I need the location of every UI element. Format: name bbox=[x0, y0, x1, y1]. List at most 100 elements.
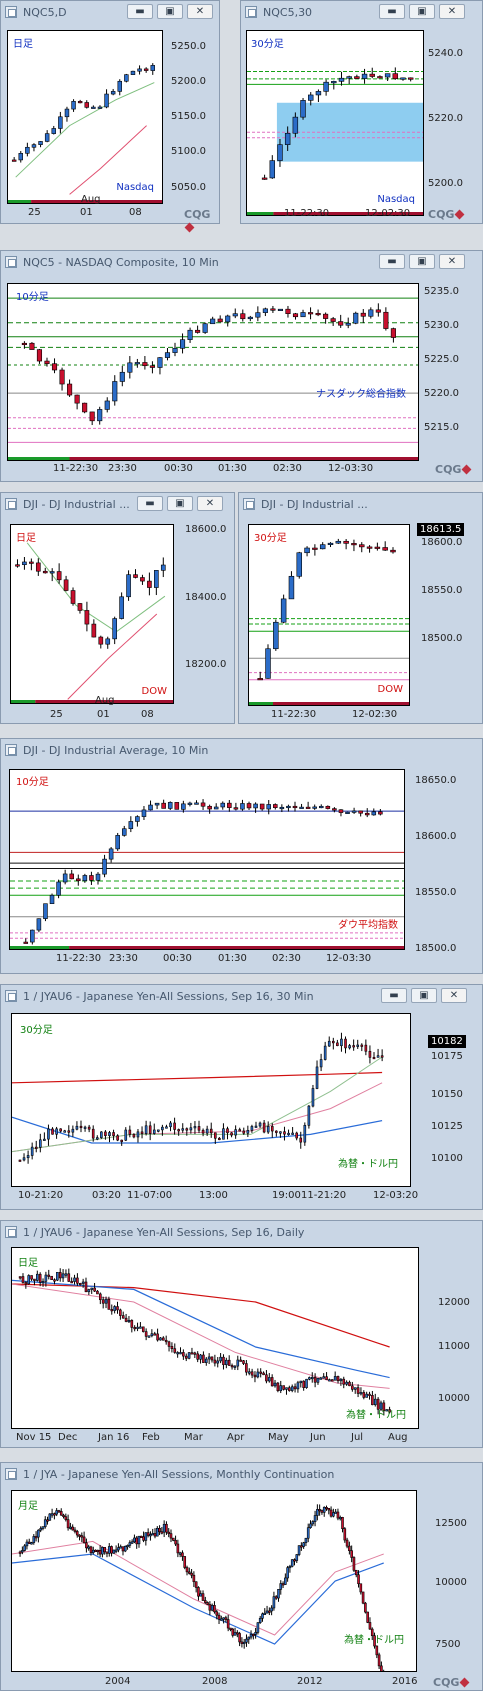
minimize-button[interactable]: ▬ bbox=[127, 4, 153, 19]
chart-window-jpy-daily[interactable]: 1 / JYAU6 - Japanese Yen-All Sessions, S… bbox=[0, 1220, 483, 1448]
chart-plot-area[interactable]: 日足 為替・ドル円 bbox=[11, 1247, 419, 1429]
candle-body bbox=[43, 1519, 47, 1528]
candle-body bbox=[176, 1352, 179, 1355]
title-bar[interactable]: 1 / JYA - Japanese Yen-All Sessions, Mon… bbox=[1, 1463, 482, 1485]
candle-body bbox=[76, 878, 81, 882]
instrument-label: DOW bbox=[377, 684, 403, 695]
maximize-button[interactable]: ▣ bbox=[409, 254, 435, 269]
candle-body bbox=[142, 1536, 145, 1541]
candle-body bbox=[64, 1516, 68, 1520]
candle-body bbox=[280, 598, 287, 623]
candle-body bbox=[253, 803, 258, 809]
maximize-button[interactable]: ▣ bbox=[409, 4, 435, 19]
candle-body bbox=[93, 1287, 96, 1292]
candle-body bbox=[323, 313, 329, 319]
title-bar[interactable]: DJI - DJ Industrial ... bbox=[239, 493, 482, 515]
close-button[interactable]: ✕ bbox=[439, 4, 465, 19]
candle-body bbox=[299, 1380, 303, 1384]
candle-body bbox=[33, 1278, 36, 1281]
title-bar[interactable]: NQC5,D ▬ ▣ ✕ bbox=[1, 1, 219, 23]
minimize-button[interactable]: ▬ bbox=[379, 254, 405, 269]
chart-plot-area[interactable]: 30分足 DOW bbox=[248, 524, 410, 706]
candle-body bbox=[230, 1132, 233, 1136]
candle-body bbox=[82, 402, 88, 413]
candle-body bbox=[74, 394, 80, 404]
chart-svg bbox=[8, 63, 162, 203]
candle-body bbox=[213, 1132, 217, 1139]
candle-body bbox=[112, 1132, 115, 1136]
close-button[interactable]: ✕ bbox=[187, 4, 213, 19]
candle-body bbox=[262, 1122, 266, 1133]
candle-body bbox=[206, 1602, 209, 1605]
candle-body bbox=[315, 1066, 319, 1089]
candle-body bbox=[167, 1531, 171, 1534]
chart-window-dji-30min[interactable]: DJI - DJ Industrial ... 30分足 DOW 18613.5… bbox=[238, 492, 483, 724]
candle-body bbox=[22, 1157, 26, 1161]
candle-body bbox=[164, 1339, 168, 1343]
candle-body bbox=[38, 1273, 42, 1283]
candle-body bbox=[135, 816, 140, 822]
candle-body bbox=[299, 806, 304, 809]
chart-window-jpy-monthly[interactable]: 1 / JYA - Japanese Yen-All Sessions, Mon… bbox=[0, 1462, 483, 1691]
x-tick-label: 25 bbox=[28, 207, 41, 218]
chart-plot-area[interactable]: 日足 DOW bbox=[10, 524, 174, 704]
chart-plot-area[interactable]: 10分足 ダウ平均指数 bbox=[9, 769, 405, 950]
candle-body bbox=[216, 1360, 220, 1364]
maximize-button[interactable]: ▣ bbox=[167, 496, 193, 511]
maximize-button[interactable]: ▣ bbox=[157, 4, 183, 19]
candle-body bbox=[195, 329, 201, 333]
maximize-button[interactable]: ▣ bbox=[411, 988, 437, 1003]
candle-body bbox=[279, 1583, 283, 1590]
candle-body bbox=[209, 1128, 213, 1134]
candle-body bbox=[304, 547, 310, 554]
candle-body bbox=[332, 1040, 335, 1044]
candle-body bbox=[51, 1128, 54, 1135]
candle-body bbox=[334, 1511, 337, 1514]
candle-body bbox=[277, 144, 283, 161]
x-tick-label: 2016 bbox=[392, 1676, 418, 1687]
title-bar[interactable]: DJI - DJ Industrial Average, 10 Min bbox=[1, 739, 482, 761]
title-bar[interactable]: NQC5 - NASDAQ Composite, 10 Min ▬ ▣ ✕ bbox=[1, 251, 482, 273]
chart-window-dji-daily[interactable]: DJI - DJ Industrial ... ▬ ▣ ✕ 日足 DOW 186… bbox=[0, 492, 235, 724]
chart-window-dji-10min[interactable]: DJI - DJ Industrial Average, 10 Min 10分足… bbox=[0, 738, 483, 974]
chart-window-nqc5-daily[interactable]: NQC5,D ▬ ▣ ✕ 日足 Nasdaq 5250.0 5200.0 515… bbox=[0, 0, 220, 233]
window-title: DJI - DJ Industrial ... bbox=[23, 498, 130, 511]
close-button[interactable]: ✕ bbox=[197, 496, 223, 511]
candle-body bbox=[116, 1306, 119, 1311]
window-title: 1 / JYAU6 - Japanese Yen-All Sessions, S… bbox=[23, 990, 314, 1003]
candle-body bbox=[67, 1273, 71, 1282]
chart-window-nqc5-30min[interactable]: NQC5,30 ▬ ▣ ✕ 30分足 Nasdaq 5240.0 5220.0 … bbox=[240, 0, 483, 224]
minimize-button[interactable]: ▬ bbox=[137, 496, 163, 511]
candle-body bbox=[59, 369, 65, 385]
period-label: 日足 bbox=[16, 533, 36, 544]
minimize-button[interactable]: ▬ bbox=[379, 4, 405, 19]
candle-body bbox=[371, 811, 377, 816]
title-bar[interactable]: NQC5,30 ▬ ▣ ✕ bbox=[241, 1, 482, 23]
close-button[interactable]: ✕ bbox=[441, 988, 467, 1003]
moving-average-line bbox=[69, 125, 147, 195]
chart-plot-area[interactable]: 日足 Nasdaq bbox=[7, 30, 163, 204]
candle-body bbox=[352, 1557, 356, 1571]
title-bar[interactable]: 1 / JYAU6 - Japanese Yen-All Sessions, S… bbox=[1, 985, 482, 1007]
candle-body bbox=[18, 1551, 22, 1554]
candle-body bbox=[108, 1132, 111, 1136]
title-bar[interactable]: 1 / JYAU6 - Japanese Yen-All Sessions, S… bbox=[1, 1221, 482, 1243]
candle-body bbox=[56, 571, 62, 581]
instrument-label: 為替・ドル円 bbox=[338, 1159, 398, 1170]
chart-plot-area[interactable]: 30分足 Nasdaq bbox=[246, 30, 424, 216]
candle-body bbox=[98, 636, 104, 645]
chart-plot-area[interactable]: 30分足 為替・ドル円 bbox=[11, 1013, 411, 1187]
chart-plot-area[interactable]: 10分足 ナスダック総合指数 bbox=[7, 283, 419, 461]
candle-body bbox=[146, 1532, 150, 1536]
candle-body bbox=[46, 1519, 49, 1522]
candle-body bbox=[313, 1515, 317, 1522]
chart-plot-area[interactable]: 月足 為替・ドル円 bbox=[11, 1490, 417, 1672]
candle-body bbox=[259, 1371, 262, 1374]
close-button[interactable]: ✕ bbox=[439, 254, 465, 269]
candle-body bbox=[124, 1317, 128, 1322]
chart-window-nasdaq-10min[interactable]: NQC5 - NASDAQ Composite, 10 Min ▬ ▣ ✕ 10… bbox=[0, 250, 483, 482]
title-bar[interactable]: DJI - DJ Industrial ... ▬ ▣ ✕ bbox=[1, 493, 234, 515]
candle-body bbox=[374, 546, 381, 549]
chart-window-jpy-30min[interactable]: 1 / JYAU6 - Japanese Yen-All Sessions, S… bbox=[0, 984, 483, 1210]
minimize-button[interactable]: ▬ bbox=[381, 988, 407, 1003]
